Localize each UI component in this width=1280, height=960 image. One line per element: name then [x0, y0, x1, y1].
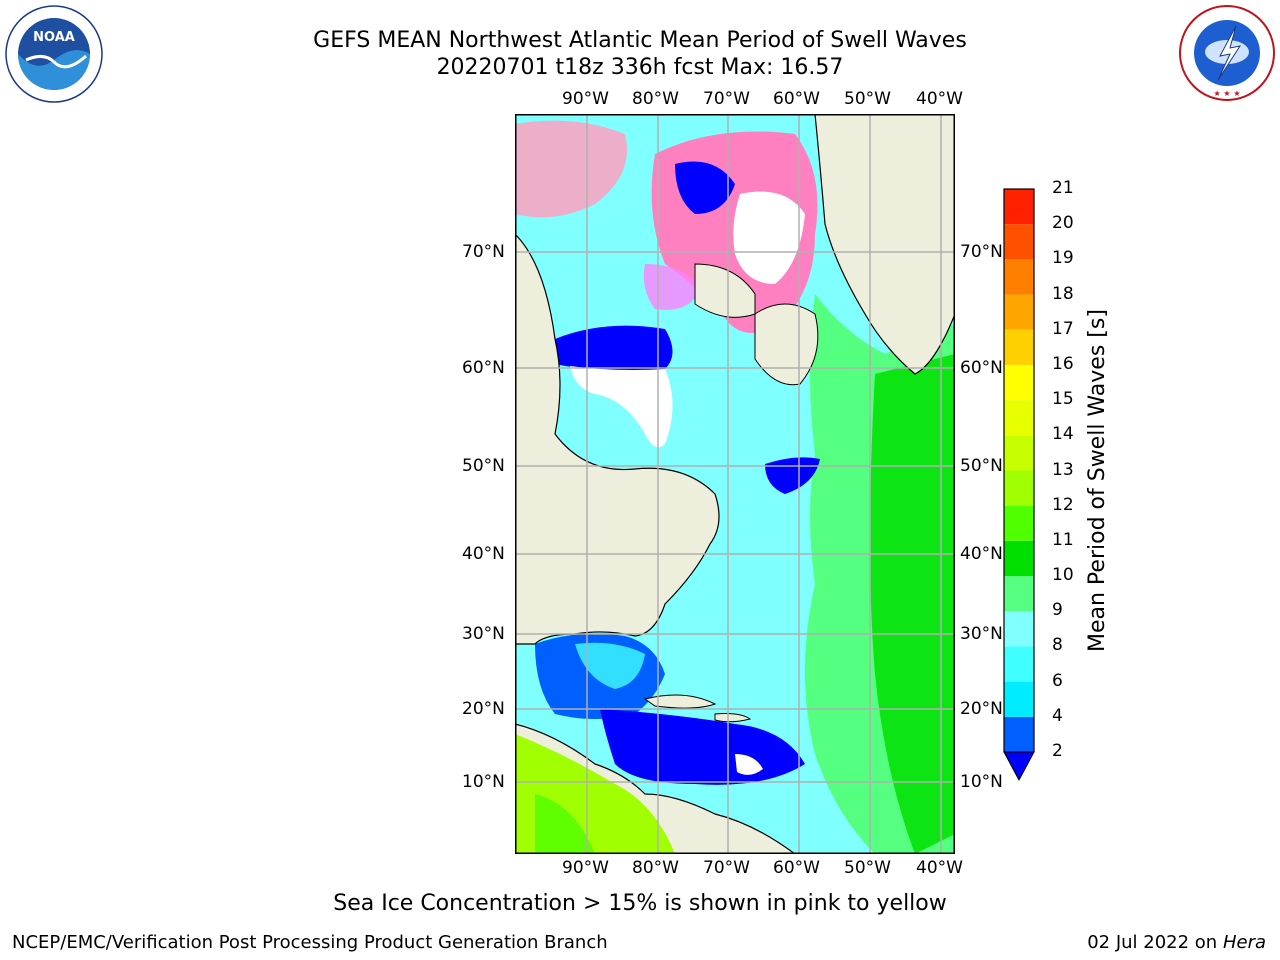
- lon-tick-bottom-50w: 50°W: [844, 858, 891, 878]
- colorbar-segment: [1004, 576, 1034, 612]
- lat-tick-right-50n: 50°N: [960, 456, 1003, 476]
- lon-tick-top-50w: 50°W: [844, 89, 891, 109]
- lon-tick-bottom-60w: 60°W: [773, 858, 820, 878]
- lat-tick-left-60n: 60°N: [462, 358, 505, 378]
- colorbar-segment: [1004, 505, 1034, 541]
- colorbar-tick-label: 2: [1052, 741, 1063, 761]
- lat-tick-right-30n: 30°N: [960, 624, 1003, 644]
- footer-date: 02 Jul 2022 on Hera: [1087, 932, 1266, 953]
- nws-logo: ★ ★ ★: [1179, 5, 1275, 101]
- colorbar-tick-label: 17: [1052, 318, 1074, 339]
- map-title: GEFS MEAN Northwest Atlantic Mean Period…: [313, 28, 967, 53]
- lon-tick-bottom-70w: 70°W: [703, 858, 750, 878]
- colorbar-frame: [1003, 188, 1035, 753]
- footer-credit: NCEP/EMC/Verification Post Processing Pr…: [12, 932, 608, 953]
- north-america-land: [515, 233, 720, 645]
- colorbar-tick-label: 13: [1052, 459, 1074, 480]
- lon-tick-top-90w: 90°W: [562, 89, 609, 109]
- colorbar: [1003, 188, 1035, 782]
- colorbar-segment: [1004, 189, 1034, 225]
- colorbar-tick-label: 11: [1052, 529, 1074, 550]
- lat-tick-right-10n: 10°N: [960, 772, 1003, 792]
- lat-tick-right-70n: 70°N: [960, 242, 1003, 262]
- lon-tick-bottom-40w: 40°W: [916, 858, 963, 878]
- colorbar-segment: [1004, 611, 1034, 647]
- colorbar-tick-label: 14: [1052, 424, 1074, 445]
- colorbar-tick-label: 9: [1052, 600, 1063, 621]
- colorbar-segment: [1004, 294, 1034, 330]
- lon-tick-top-80w: 80°W: [632, 89, 679, 109]
- colorbar-label: Mean Period of Swell Waves [s]: [1085, 309, 1110, 652]
- lon-tick-top-70w: 70°W: [703, 89, 750, 109]
- lat-tick-left-40n: 40°N: [462, 544, 505, 564]
- footer-host: Hera: [1222, 932, 1266, 953]
- colorbar-segment: [1004, 364, 1034, 401]
- greenland-land: [814, 114, 955, 375]
- map-frame: [515, 114, 955, 854]
- lat-tick-left-50n: 50°N: [462, 456, 505, 476]
- colorbar-segment: [1004, 435, 1034, 471]
- lon-tick-bottom-80w: 80°W: [632, 858, 679, 878]
- lat-tick-right-20n: 20°N: [960, 699, 1003, 719]
- colorbar-segment: [1004, 329, 1034, 365]
- hudson-bay-region: [555, 325, 673, 372]
- lat-tick-right-40n: 40°N: [960, 544, 1003, 564]
- sea-ice-note: Sea Ice Concentration > 15% is shown in …: [333, 891, 947, 916]
- lat-tick-left-20n: 20°N: [462, 699, 505, 719]
- colorbar-segment: [1004, 540, 1034, 577]
- colorbar-segment: [1004, 259, 1034, 295]
- noaa-logo: NOAA: [5, 5, 103, 103]
- lat-tick-right-60n: 60°N: [960, 358, 1003, 378]
- colorbar-tick-label: 4: [1052, 705, 1063, 726]
- colorbar-tick-label: 10: [1052, 565, 1074, 586]
- svg-text:★ ★ ★: ★ ★ ★: [1213, 89, 1240, 98]
- colorbar-under-arrow: [1003, 751, 1035, 782]
- colorbar-segment: [1004, 716, 1034, 752]
- colorbar-segment: [1004, 646, 1034, 682]
- graticule: [515, 114, 955, 854]
- lon-tick-top-60w: 60°W: [773, 89, 820, 109]
- colorbar-tick-label: 18: [1052, 283, 1074, 304]
- colorbar-tick-label: 19: [1052, 248, 1074, 269]
- swell-10-11s-region: [870, 354, 955, 854]
- map-subtitle: 20220701 t18z 336h fcst Max: 16.57: [436, 55, 844, 80]
- colorbar-tick-label: 21: [1052, 178, 1074, 198]
- colorbar-tick-label: 6: [1052, 670, 1063, 691]
- lat-tick-left-30n: 30°N: [462, 624, 505, 644]
- colorbar-tick-label: 8: [1052, 635, 1063, 656]
- lon-tick-top-40w: 40°W: [916, 89, 963, 109]
- lon-tick-bottom-90w: 90°W: [562, 858, 609, 878]
- colorbar-segment: [1004, 400, 1034, 436]
- colorbar-tick-label: 15: [1052, 389, 1074, 410]
- colorbar-segment: [1004, 470, 1034, 506]
- colorbar-tick-label: 12: [1052, 494, 1074, 515]
- noaa-logo-text: NOAA: [33, 30, 75, 45]
- colorbar-segment: [1004, 224, 1034, 260]
- lat-tick-left-70n: 70°N: [462, 242, 505, 262]
- lat-tick-left-10n: 10°N: [462, 772, 505, 792]
- colorbar-segment: [1004, 681, 1034, 717]
- colorbar-tick-label: 16: [1052, 353, 1074, 374]
- colorbar-tick-label: 20: [1052, 213, 1074, 234]
- swell-period-map: [515, 114, 955, 854]
